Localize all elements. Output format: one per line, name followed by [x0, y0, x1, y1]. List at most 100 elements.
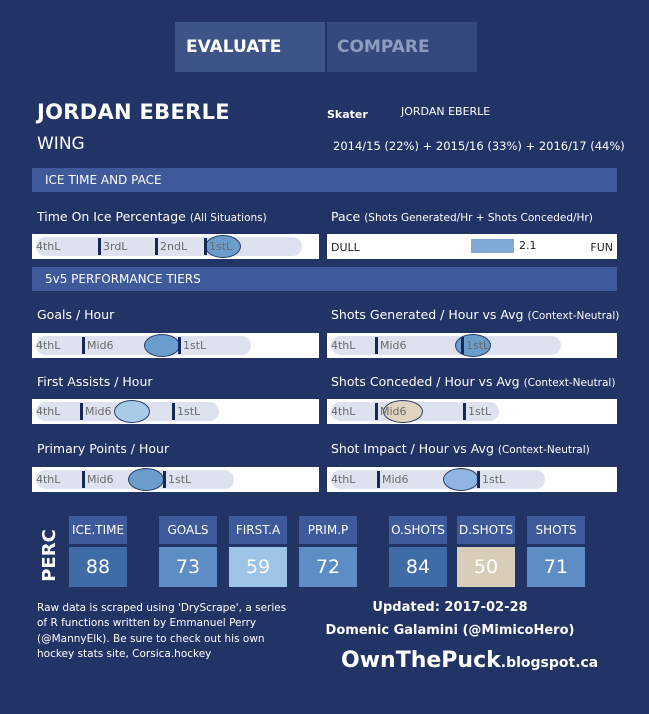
goals-bar: 4thL Mid6 1stL: [32, 333, 319, 358]
primary-points-tick-mid6: [82, 471, 85, 488]
perc-title: PERC: [34, 527, 64, 583]
perc-value-prim-p: 72: [299, 547, 357, 587]
first-assists-label: First Assists / Hour: [37, 374, 153, 389]
shots-gen-note: (Context-Neutral): [527, 310, 620, 322]
tab-compare[interactable]: COMPARE: [327, 22, 477, 72]
goals-bar-fill: [36, 336, 251, 355]
shots-gen-label-text: Shots Generated / Hour vs Avg: [331, 307, 524, 322]
tab-evaluate[interactable]: EVALUATE: [175, 22, 325, 72]
first-assists-bar: 4thL Mid6 1stL: [32, 399, 319, 424]
toi-label: Time On Ice Percentage (All Situations): [37, 209, 267, 224]
shots-gen-marker: [455, 334, 491, 357]
toi-note: (All Situations): [189, 212, 267, 224]
perc-header-shots: SHOTS: [527, 516, 585, 544]
shot-impact-label: Shot Impact / Hour vs Avg (Context-Neutr…: [331, 441, 590, 456]
primary-points-tick-label-mid6: Mid6: [87, 473, 114, 486]
shot-impact-marker: [443, 468, 479, 491]
perc-header-prim-p: PRIM.P: [299, 516, 357, 544]
toi-tick-label-2ndl: 2ndL: [160, 240, 188, 253]
perc-value-first-a: 59: [229, 547, 287, 587]
perc-value-ice-time: 88: [69, 547, 127, 587]
goals-tick-label-4thl: 4thL: [36, 339, 61, 352]
data-source-note: Raw data is scraped using 'DryScrape', a…: [37, 602, 287, 660]
player-position: WING: [37, 134, 85, 154]
first-assists-tick-mid6: [80, 403, 83, 420]
shots-gen-tick-1stl: [461, 337, 464, 354]
goals-label-text: Goals / Hour: [37, 307, 115, 322]
perc-header-o-shots: O.SHOTS: [389, 516, 447, 544]
toi-tick-2ndl: [155, 238, 158, 255]
primary-points-tick-1stl: [163, 471, 166, 488]
first-assists-tick-label-mid6: Mid6: [85, 405, 112, 418]
shot-impact-bar-fill: [331, 470, 545, 489]
pace-left-label: DULL: [331, 241, 360, 254]
site-link[interactable]: OwnThePuck.blogspot.ca: [341, 648, 598, 673]
pace-right-label: FUN: [590, 241, 613, 254]
pace-value-bar: [471, 239, 514, 253]
primary-points-tick-label-4thl: 4thL: [36, 473, 61, 486]
shots-con-tick-mid6: [375, 403, 378, 420]
pace-note: (Shots Generated/Hr + Shots Conceded/Hr): [364, 212, 593, 224]
pace-bar: DULL 2.1 FUN: [327, 234, 617, 259]
shot-impact-tick-label-mid6: Mid6: [382, 473, 409, 486]
toi-tick-label-4thl: 4thL: [36, 240, 61, 253]
toi-bar: 4thL 3rdL 2ndL 1stL: [32, 234, 319, 259]
shots-con-label: Shots Conceded / Hour vs Avg (Context-Ne…: [331, 374, 615, 389]
shot-impact-tick-1stl: [477, 471, 480, 488]
goals-tick-label-1stl: 1stL: [183, 339, 207, 352]
shots-con-tick-label-1stl: 1stL: [468, 405, 492, 418]
primary-points-marker: [128, 468, 164, 491]
goals-tick-label-mid6: Mid6: [87, 339, 114, 352]
perc-value-d-shots: 50: [457, 547, 515, 587]
shots-con-bar: 4thL Mid6 1stL: [327, 399, 617, 424]
toi-tick-label-1stl: 1stL: [209, 240, 233, 253]
shots-gen-tick-label-1stl: 1stL: [466, 339, 490, 352]
shots-gen-label: Shots Generated / Hour vs Avg (Context-N…: [331, 307, 619, 322]
primary-points-label: Primary Points / Hour: [37, 441, 169, 456]
perc-header-first-a: FIRST.A: [229, 516, 287, 544]
shots-con-note: (Context-Neutral): [523, 377, 616, 389]
primary-points-label-text: Primary Points / Hour: [37, 441, 170, 456]
shot-impact-tick-label-4thl: 4thL: [331, 473, 356, 486]
goals-marker: [144, 334, 180, 357]
toi-tick-3rdl: [98, 238, 101, 255]
toi-tick-1stl: [204, 238, 207, 255]
pace-label-text: Pace: [331, 209, 361, 224]
perc-header-d-shots: D.SHOTS: [457, 516, 515, 544]
goals-tick-1stl: [178, 337, 181, 354]
primary-points-bar: 4thL Mid6 1stL: [32, 467, 319, 492]
shots-con-label-text: Shots Conceded / Hour vs Avg: [331, 374, 520, 389]
shots-con-tick-1stl: [463, 403, 466, 420]
player-name: JORDAN EBERLE: [37, 100, 230, 124]
shot-impact-note: (Context-Neutral): [497, 444, 590, 456]
shot-impact-tick-label-1stl: 1stL: [482, 473, 506, 486]
site-link-main: OwnThePuck: [341, 648, 501, 673]
updated-date: Updated: 2017-02-28: [372, 600, 528, 615]
first-assists-marker: [114, 400, 150, 423]
goals-label: Goals / Hour: [37, 307, 114, 322]
first-assists-tick-label-4thl: 4thL: [36, 405, 61, 418]
shots-con-marker: [383, 400, 423, 423]
first-assists-tick-label-1stl: 1stL: [177, 405, 201, 418]
shots-gen-tick-label-mid6: Mid6: [380, 339, 407, 352]
section-perf-title: 5v5 PERFORMANCE TIERS: [45, 272, 201, 286]
perc-header-goals: GOALS: [159, 516, 217, 544]
skater-filter-value[interactable]: JORDAN EBERLE: [401, 105, 491, 118]
shots-gen-tick-label-4thl: 4thL: [331, 339, 356, 352]
shots-con-tick-label-4thl: 4thL: [331, 405, 356, 418]
shots-con-tick-label-mid6: Mid6: [380, 405, 407, 418]
shots-gen-bar: 4thL Mid6 1stL: [327, 333, 617, 358]
perc-title-text: PERC: [38, 528, 60, 582]
perc-value-o-shots: 84: [389, 547, 447, 587]
section-perf-header: 5v5 PERFORMANCE TIERS: [32, 267, 617, 291]
section-ice-time-header: ICE TIME AND PACE: [32, 168, 617, 192]
perc-value-goals: 73: [159, 547, 217, 587]
primary-points-tick-label-1stl: 1stL: [168, 473, 192, 486]
first-assists-tick-1stl: [172, 403, 175, 420]
shots-gen-tick-mid6: [375, 337, 378, 354]
section-ice-time-title: ICE TIME AND PACE: [45, 173, 162, 187]
toi-label-text: Time On Ice Percentage: [37, 209, 186, 224]
pace-label: Pace (Shots Generated/Hr + Shots Concede…: [331, 209, 593, 224]
shots-gen-bar-fill: [331, 336, 561, 355]
pace-value: 2.1: [519, 239, 537, 252]
